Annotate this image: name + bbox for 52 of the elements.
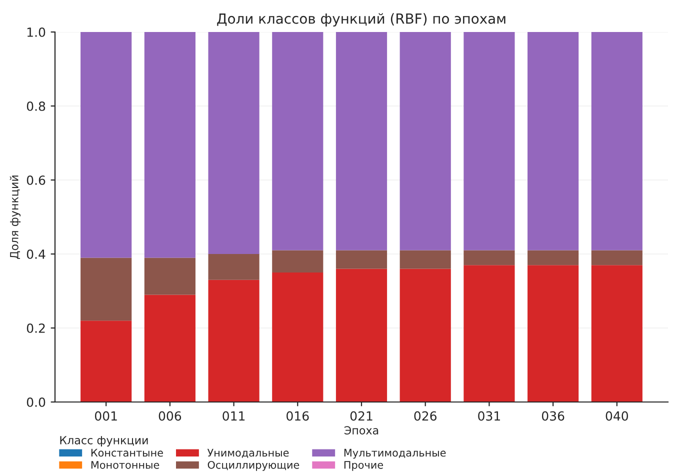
bar [144, 294, 196, 402]
bar [208, 32, 260, 254]
bar [528, 32, 579, 250]
x-tick-label: 016 [286, 411, 309, 421]
bar [336, 32, 388, 250]
legend-label: Унимодальные [207, 448, 289, 458]
x-axis-title: Эпоха [344, 426, 378, 435]
x-tick-label: 001 [94, 411, 117, 421]
x-tick-label: 006 [158, 411, 182, 421]
x-tick-label: 021 [350, 411, 372, 421]
bar [464, 32, 515, 250]
bar [272, 250, 324, 272]
bar [208, 254, 260, 280]
y-tick-label: 0.6 [26, 175, 46, 185]
bar [144, 32, 196, 258]
y-tick-label: 0.4 [26, 249, 46, 259]
chart-title: Доли классов функций (RBF) по эпохам [217, 13, 506, 27]
bar [208, 280, 260, 402]
bar [528, 265, 579, 402]
x-tick-label: 026 [414, 411, 436, 421]
bar [591, 32, 642, 250]
bar [144, 258, 196, 295]
bar [400, 32, 451, 250]
bar [80, 32, 132, 258]
legend-label: Монотонные [91, 461, 160, 469]
legend-label: Прочие [344, 461, 384, 471]
bar [400, 250, 451, 269]
bar [591, 250, 642, 266]
bar [80, 320, 132, 402]
legend-label: Осциллирующие [208, 460, 300, 471]
y-tick-label: 1.0 [27, 27, 46, 37]
y-tick-label: 0.8 [26, 101, 46, 111]
bar [464, 250, 515, 266]
bar [80, 258, 132, 321]
x-tick-label: 031 [478, 411, 500, 421]
bar [336, 268, 388, 402]
bar [272, 272, 324, 402]
legend-title: Класс функции [60, 436, 148, 447]
y-tick-label: 0.0 [26, 397, 46, 407]
x-tick-label: 036 [542, 411, 564, 421]
bar [591, 265, 642, 402]
legend-label: Мультимодальные [344, 448, 446, 459]
bar [528, 250, 579, 266]
y-axis-title: Доля функций [10, 176, 21, 259]
bar [400, 268, 451, 402]
bar [336, 250, 388, 269]
x-tick-label: 011 [222, 411, 245, 421]
legend-label: Константыне [91, 448, 163, 457]
bar [464, 265, 515, 402]
y-tick-label: 0.2 [26, 323, 45, 333]
x-tick-label: 040 [606, 411, 628, 421]
bar [272, 32, 324, 250]
